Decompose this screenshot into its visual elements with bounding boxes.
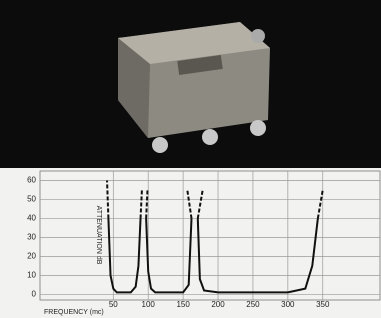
x-tick-label: 50 (109, 300, 118, 309)
x-tick-label: 100 (142, 300, 156, 309)
x-axis-label: FREQUENCY (mc) (44, 309, 104, 316)
x-tick-label: 150 (176, 300, 190, 309)
y-tick-label: 50 (27, 195, 36, 204)
x-tick-label: 250 (246, 300, 260, 309)
y-tick-label: 20 (27, 251, 36, 260)
y-axis-label: ATTENUATION dB (95, 206, 102, 265)
y-tick-label: 30 (27, 233, 36, 242)
page: ATTENUATION dB FREQUENCY (mc) 0 10 20 30 40 5… (0, 0, 381, 318)
y-tick-label: 40 (27, 214, 36, 223)
x-tick-label: 200 (211, 300, 225, 309)
x-tick-label: 350 (316, 300, 330, 309)
x-tick-label: 300 (281, 300, 295, 309)
y-tick-label: 60 (27, 176, 36, 185)
y-tick-label: 0 (32, 289, 37, 298)
y-tick-label: 10 (27, 270, 36, 279)
